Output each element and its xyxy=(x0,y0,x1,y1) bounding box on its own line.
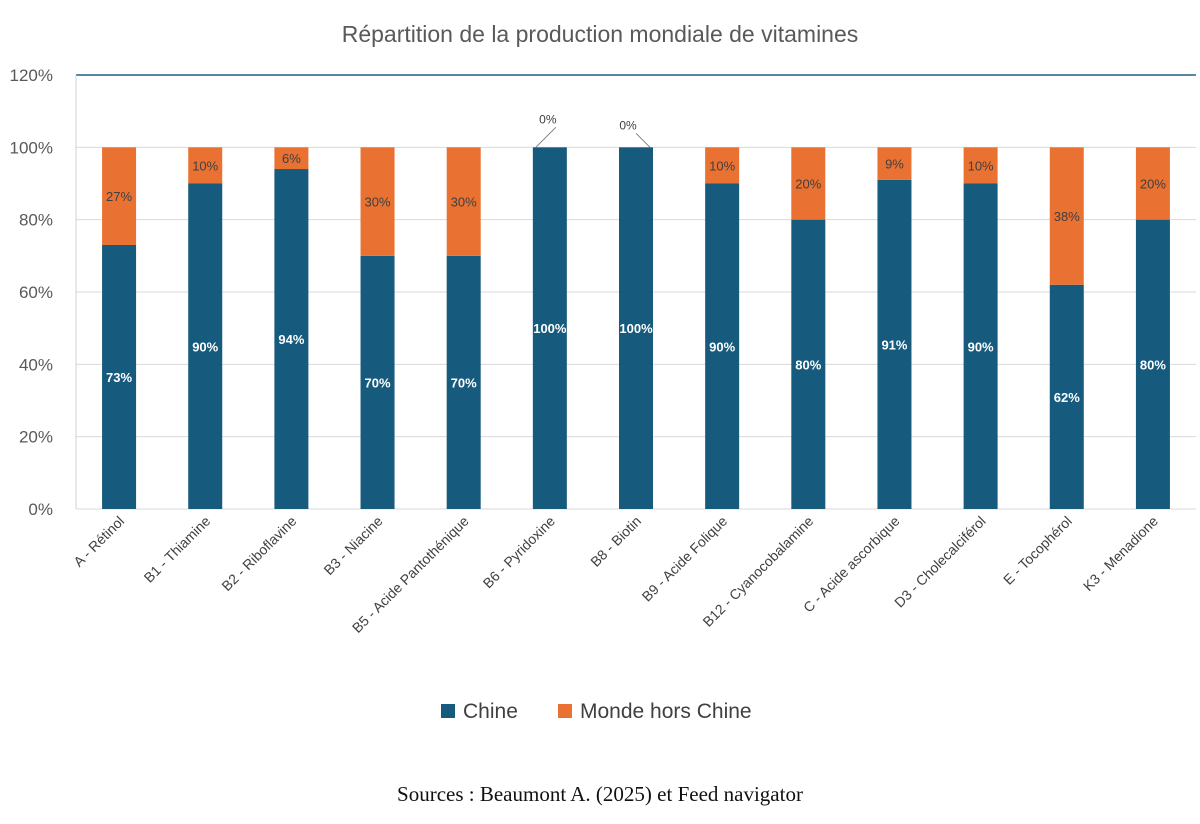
data-label-chine: 90% xyxy=(709,339,735,354)
legend-label-monde: Monde hors Chine xyxy=(580,700,752,723)
bar-monde-hors-chine xyxy=(1049,147,1084,285)
bar-chine xyxy=(963,183,998,509)
bar-chine xyxy=(705,183,740,509)
x-tick-label: A - Rétinol xyxy=(70,513,127,570)
x-tick-label: B3 - Niacine xyxy=(320,513,385,578)
bar-monde-hors-chine xyxy=(1135,147,1170,220)
y-tick-label: 40% xyxy=(19,355,53,374)
data-label-monde: 0% xyxy=(539,112,557,126)
data-label-chine: 94% xyxy=(278,332,304,347)
bar-monde-hors-chine xyxy=(705,147,740,184)
x-tick-label: E - Tocophérol xyxy=(1000,513,1075,588)
bar-chine xyxy=(791,219,826,509)
bar-chine xyxy=(877,179,912,509)
bar-monde-hors-chine xyxy=(360,147,395,256)
y-tick-label: 60% xyxy=(19,283,53,302)
data-label-chine: 90% xyxy=(968,339,994,354)
bar-chine xyxy=(446,255,481,509)
data-label-monde: 20% xyxy=(1140,177,1166,192)
legend-label-chine: Chine xyxy=(463,700,518,723)
data-label-monde: 10% xyxy=(968,158,994,173)
bar-chine xyxy=(360,255,395,509)
y-tick-label: 80% xyxy=(19,211,53,230)
data-label-chine: 70% xyxy=(365,375,391,390)
data-label-monde: 20% xyxy=(795,177,821,192)
bar-chine xyxy=(188,183,223,509)
callout-line xyxy=(635,132,651,148)
data-label-chine: 73% xyxy=(106,370,132,385)
data-label-chine: 70% xyxy=(451,375,477,390)
data-label-monde: 6% xyxy=(282,151,301,166)
x-tick-label: B9 - Acide Folique xyxy=(639,513,731,605)
x-tick-label: K3 - Menadione xyxy=(1080,513,1161,594)
data-label-monde: 30% xyxy=(451,195,477,210)
stacked-bar-chart: Répartition de la production mondiale de… xyxy=(10,21,1196,723)
legend-swatch-monde xyxy=(558,704,572,718)
bar-monde-hors-chine xyxy=(188,147,223,184)
bar-monde-hors-chine xyxy=(446,147,481,256)
source-note: Sources : Beaumont A. (2025) et Feed nav… xyxy=(397,782,803,806)
bar-chine xyxy=(619,147,653,510)
legend-swatch-chine xyxy=(441,704,455,718)
bar-monde-hors-chine xyxy=(963,147,998,184)
data-label-chine: 91% xyxy=(881,337,907,352)
bar-monde-hors-chine xyxy=(274,147,309,170)
bar-chine xyxy=(532,147,567,510)
bar-monde-hors-chine xyxy=(877,147,912,180)
data-label-chine: 100% xyxy=(619,321,653,336)
x-tick-label: C - Acide ascorbique xyxy=(800,513,903,616)
y-tick-label: 0% xyxy=(28,500,53,519)
data-label-chine: 100% xyxy=(533,321,567,336)
data-label-monde: 10% xyxy=(709,158,735,173)
bar-monde-hors-chine xyxy=(791,147,826,220)
x-tick-label: B6 - Pyridoxine xyxy=(480,513,559,592)
data-label-chine: 80% xyxy=(1140,357,1166,372)
y-tick-label: 20% xyxy=(19,428,53,447)
chart-title: Répartition de la production mondiale de… xyxy=(342,21,859,47)
bar-chine xyxy=(1135,219,1170,509)
bar-monde-hors-chine xyxy=(102,147,137,245)
data-label-monde: 27% xyxy=(106,189,132,204)
data-label-monde: 0% xyxy=(619,118,637,132)
x-tick-label: B1 - Thiamine xyxy=(141,513,214,586)
data-label-monde: 10% xyxy=(192,158,218,173)
x-tick-label: D3 - Cholecalciférol xyxy=(891,513,989,611)
y-tick-label: 100% xyxy=(10,138,53,157)
data-label-monde: 30% xyxy=(365,195,391,210)
data-label-monde: 9% xyxy=(885,157,904,172)
bar-chine xyxy=(102,244,137,509)
data-label-chine: 80% xyxy=(795,357,821,372)
data-label-chine: 90% xyxy=(192,339,218,354)
x-tick-label: B2 - Riboflavine xyxy=(218,513,299,594)
data-label-chine: 62% xyxy=(1054,390,1080,405)
bar-chine xyxy=(1049,284,1084,509)
callout-line xyxy=(535,126,557,148)
y-tick-label: 120% xyxy=(10,66,53,85)
x-tick-label: B8 - Biotin xyxy=(587,513,644,570)
bar-chine xyxy=(274,169,309,510)
data-label-monde: 38% xyxy=(1054,209,1080,224)
